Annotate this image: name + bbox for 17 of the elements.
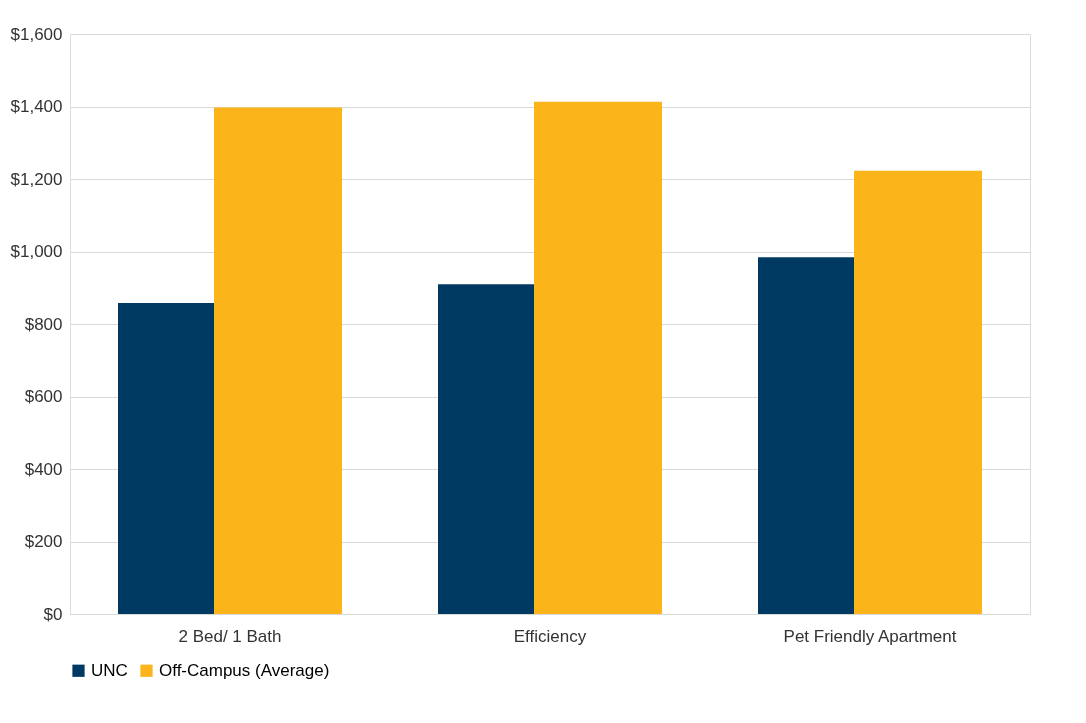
bar [854,170,982,614]
y-tick-label: $1,000 [10,242,63,261]
y-tick-label: $1,600 [10,24,63,44]
bar [214,107,342,614]
x-tick-label: Pet Friendly Apartment [783,626,957,646]
y-tick-label: $800 [24,314,63,334]
bar [534,101,662,614]
y-tick-label: $400 [24,459,63,479]
x-tick-label: Efficiency [513,626,587,646]
y-tick-label: $1,200 [10,169,63,189]
y-tick-label: $200 [24,532,63,551]
x-tick-label: 2 Bed/ 1 Bath [178,626,282,646]
y-tick-label: $600 [24,387,63,406]
y-tick-label: $1,400 [10,97,63,116]
legend-label: UNC [91,660,128,680]
y-tick-label: $0 [43,604,63,624]
legend-label: Off-Campus (Average) [159,660,330,680]
